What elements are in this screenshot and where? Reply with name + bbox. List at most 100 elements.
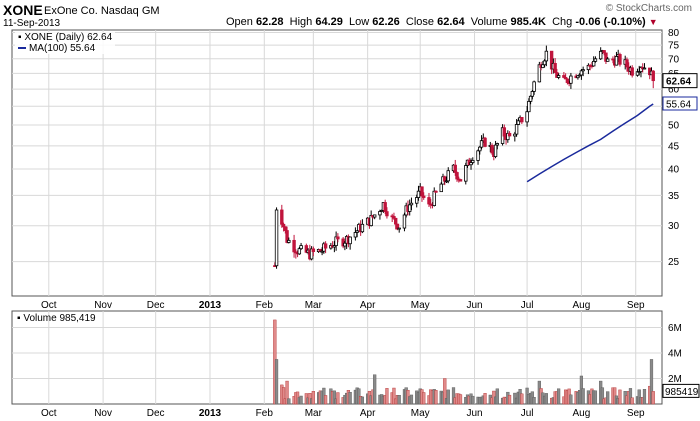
candle-body: [581, 69, 585, 72]
open-label: Open: [226, 16, 253, 28]
candle-body: [625, 59, 629, 68]
low-label: Low: [348, 16, 370, 28]
candle-body: [422, 195, 426, 198]
candle-body: [591, 60, 596, 67]
volume-bar: [451, 387, 456, 405]
volume-bar: [324, 395, 328, 405]
volume-x-tick-label: Jun: [466, 408, 482, 419]
chart-header: XONE ExOne Co. Nasdaq GM 11-Sep-2013 Ope…: [0, 0, 700, 30]
candle-body: [369, 214, 373, 227]
volume-x-tick-label: Apr: [360, 408, 376, 419]
price-x-tick-label: Feb: [256, 300, 274, 311]
volume-bar: [471, 395, 475, 405]
volume-bar: [628, 388, 633, 405]
volume-bar: [651, 391, 655, 405]
price-x-tick-label: Dec: [147, 300, 165, 311]
volume-bar: [285, 380, 289, 405]
price-candles: [273, 45, 655, 269]
price-panel-frame: [11, 29, 663, 297]
quote-summary: Open 62.28 High 64.29 Low 62.26 Close 62…: [226, 16, 658, 28]
candle-body: [563, 77, 568, 80]
brand-label: © StockCharts.com: [605, 3, 692, 14]
price-y-tick-label: 30: [668, 221, 680, 232]
candle-body: [495, 143, 500, 146]
candle-body: [372, 214, 377, 218]
candle-body: [507, 132, 512, 137]
candle-body: [439, 183, 443, 193]
volume-bar: [606, 391, 610, 405]
volume-x-tick-label: Nov: [94, 408, 112, 419]
close-label: Close: [405, 16, 435, 28]
candle-body: [297, 248, 302, 255]
candle-body: [614, 55, 619, 66]
volume-x-tick-label: 2013: [199, 408, 222, 419]
candle-body: [479, 140, 484, 148]
volume-bar: [287, 398, 291, 405]
candle-body: [471, 160, 475, 163]
price-y-tick-label: 80: [668, 28, 680, 39]
price-y-tick-label: 50: [668, 121, 680, 132]
price-x-tick-label: Jul: [521, 300, 534, 311]
candle-body: [283, 226, 288, 231]
volume-bar: [532, 397, 536, 405]
down-arrow-icon: ▼: [648, 17, 658, 27]
volume-bar: [637, 389, 641, 405]
legend-price-series: ▪ XONE (Daily) 62.64: [18, 32, 113, 43]
candle-body: [432, 190, 436, 207]
price-x-tick-label: Oct: [41, 300, 57, 311]
price-x-tick-label: Aug: [573, 300, 591, 311]
volume-bar: [299, 395, 303, 405]
candle-body: [348, 236, 352, 245]
price-y-tick-label: 60: [668, 85, 680, 96]
high-value: 64.29: [315, 16, 343, 28]
candle-body: [528, 95, 533, 102]
volume-x-tick-label: Sep: [627, 408, 645, 419]
candle-body: [556, 75, 561, 78]
candle-body: [287, 239, 291, 243]
volume-x-tick-label: Oct: [41, 408, 57, 419]
candle-body: [478, 146, 482, 152]
candle-body: [446, 170, 450, 182]
candle-body: [579, 70, 584, 76]
price-x-tick-label: 2013: [199, 300, 222, 311]
ma-price-label: 55.64: [666, 100, 691, 111]
volume-bar: [507, 394, 512, 405]
high-label: High: [289, 16, 313, 28]
low-value: 62.26: [372, 16, 400, 28]
volume-bar: [336, 392, 340, 405]
volume-bar: [557, 388, 561, 405]
candle-body: [602, 50, 606, 54]
volume-bar: [422, 392, 426, 405]
volume-value: 985.4K: [510, 16, 546, 28]
volume-y-tick-label: 2M: [668, 374, 682, 385]
candle-body: [336, 236, 340, 240]
candle-body: [360, 223, 365, 233]
last-price-box: [662, 73, 698, 89]
candle-body: [532, 81, 536, 92]
volume-x-tick-label: May: [411, 408, 430, 419]
candle-body: [416, 190, 421, 198]
chg-label: Chg: [552, 16, 573, 28]
candle-body: [476, 150, 480, 161]
candle-body: [502, 127, 507, 137]
legend-ma-series: MA(100) 55.64: [29, 43, 96, 54]
price-x-tick-label: Nov: [94, 300, 112, 311]
volume-bar: [274, 359, 279, 405]
candle-body: [458, 179, 463, 182]
candle-body: [483, 137, 487, 147]
candle-body: [593, 58, 598, 62]
ma-price-box: [662, 96, 698, 111]
price-x-tick-label: Apr: [360, 300, 376, 311]
chart-date: 11-Sep-2013: [3, 18, 61, 29]
volume-label: Volume: [470, 16, 508, 28]
candle-body: [427, 197, 431, 205]
volume-bar: [332, 390, 336, 405]
candle-body: [402, 214, 407, 229]
last-price-label: 62.64: [666, 77, 691, 88]
volume-bar: [446, 389, 450, 405]
volume-bar: [434, 390, 438, 405]
candle-body: [420, 186, 424, 197]
candle-body: [527, 100, 531, 113]
volume-bar: [483, 393, 487, 405]
candle-body: [385, 211, 389, 217]
